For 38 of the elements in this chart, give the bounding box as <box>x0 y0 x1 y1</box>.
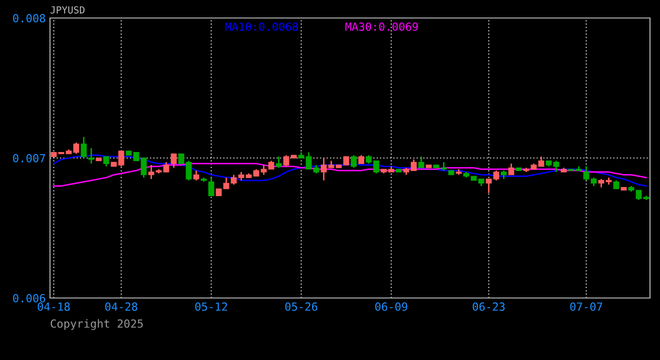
text: MA30:0.0069 <box>345 22 418 31</box>
candlestick <box>140 157 147 178</box>
chart-title: JPYUSD <box>50 6 85 14</box>
candlestick <box>178 153 184 164</box>
candlestick <box>193 170 200 182</box>
candlestick <box>636 190 642 201</box>
candlestick <box>508 162 514 176</box>
text: MA10:0.0068 <box>225 22 298 31</box>
candlestick <box>80 136 87 159</box>
candlestick <box>410 158 417 172</box>
candlestick <box>118 150 124 168</box>
candlestick <box>320 157 327 182</box>
x-tick-label: 04-18 <box>38 302 70 311</box>
y-tick-label: 0.007 <box>13 154 45 162</box>
x-tick-label: 06-09 <box>375 302 408 311</box>
candlestick <box>486 178 492 194</box>
candlestick <box>260 164 267 176</box>
x-tick-label: 04-28 <box>105 302 138 311</box>
y-tick-label: 0.008 <box>13 14 46 22</box>
candlestick <box>148 164 154 180</box>
candlestick <box>208 176 214 196</box>
x-tick-label: 06-23 <box>472 302 505 311</box>
x-tick-label: 05-12 <box>195 302 228 311</box>
y-tick-label: 0.006 <box>13 294 46 302</box>
candlestick <box>583 166 590 182</box>
candlestick <box>493 170 500 182</box>
candlestick <box>170 153 177 168</box>
candlestick <box>73 142 80 154</box>
candlestick <box>186 160 192 182</box>
text: Copyright 2025 <box>50 319 143 330</box>
candlestick <box>306 152 312 170</box>
x-tick-label: 05-26 <box>285 302 318 311</box>
candlestick <box>163 162 170 173</box>
candlestick <box>283 154 290 168</box>
candlestick <box>88 148 94 164</box>
x-tick-label: 07-07 <box>570 302 602 311</box>
candlestick <box>103 156 110 168</box>
candlestick <box>373 160 380 174</box>
